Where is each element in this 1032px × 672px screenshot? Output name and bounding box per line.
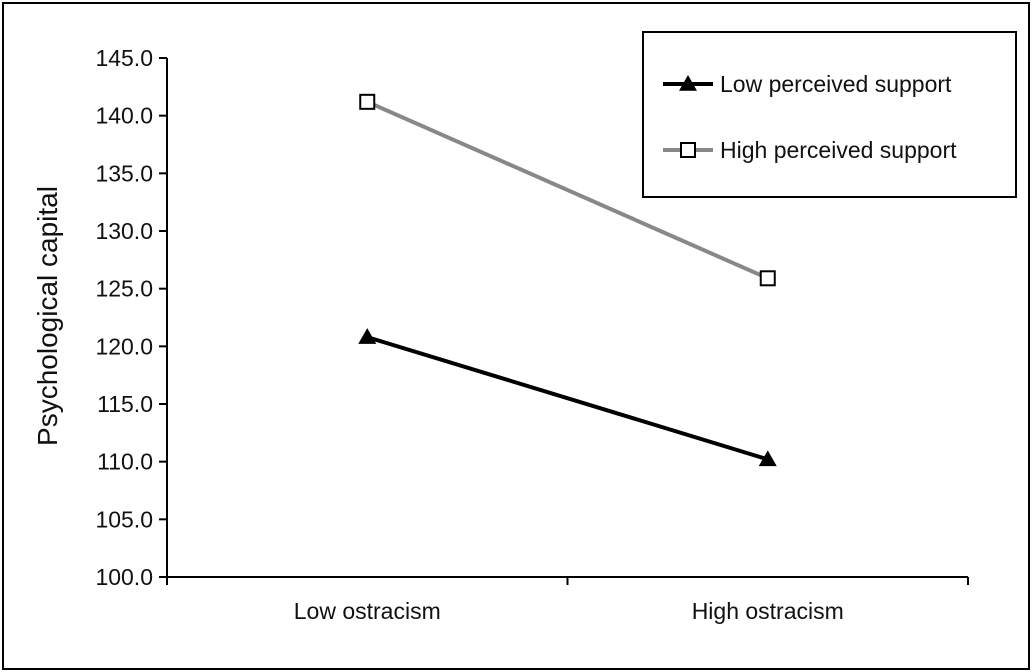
legend-marker: [680, 142, 696, 158]
legend: Low perceived support High perceived supp…: [642, 31, 1017, 198]
y-axis-title: Psychological capital: [32, 186, 63, 446]
y-tick-label: 105.0: [95, 506, 153, 532]
legend-box: [642, 31, 1017, 198]
legend-label: Low perceived support: [720, 71, 952, 97]
data-point: [358, 328, 377, 344]
x-category-label: High ostracism: [692, 598, 844, 624]
data-point: [759, 270, 776, 287]
y-tick-label: 120.0: [95, 333, 153, 359]
data-point: [359, 93, 376, 110]
x-category-label: Low ostracism: [294, 598, 441, 624]
series-layer: [358, 93, 777, 467]
series-line: [366, 335, 769, 462]
legend-items: Low perceived support High perceived supp…: [663, 71, 957, 163]
y-tick-label: 100.0: [95, 564, 153, 590]
y-tick-label: 145.0: [95, 45, 153, 71]
y-tick-label: 110.0: [97, 449, 153, 475]
y-tick-label: 135.0: [95, 160, 153, 186]
axes: 100.0 105.0 110.0 115.0 120.0 125.0 130.0 135.0…: [95, 45, 969, 624]
y-tick-label: 130.0: [95, 218, 153, 244]
series-line: [366, 99, 769, 281]
legend-marker: [679, 75, 697, 91]
y-tick-label: 115.0: [97, 391, 153, 417]
data-point: [758, 450, 777, 467]
legend-label: High perceived support: [720, 137, 957, 163]
y-tick-label: 140.0: [95, 103, 153, 129]
y-tick-label: 125.0: [95, 276, 153, 302]
